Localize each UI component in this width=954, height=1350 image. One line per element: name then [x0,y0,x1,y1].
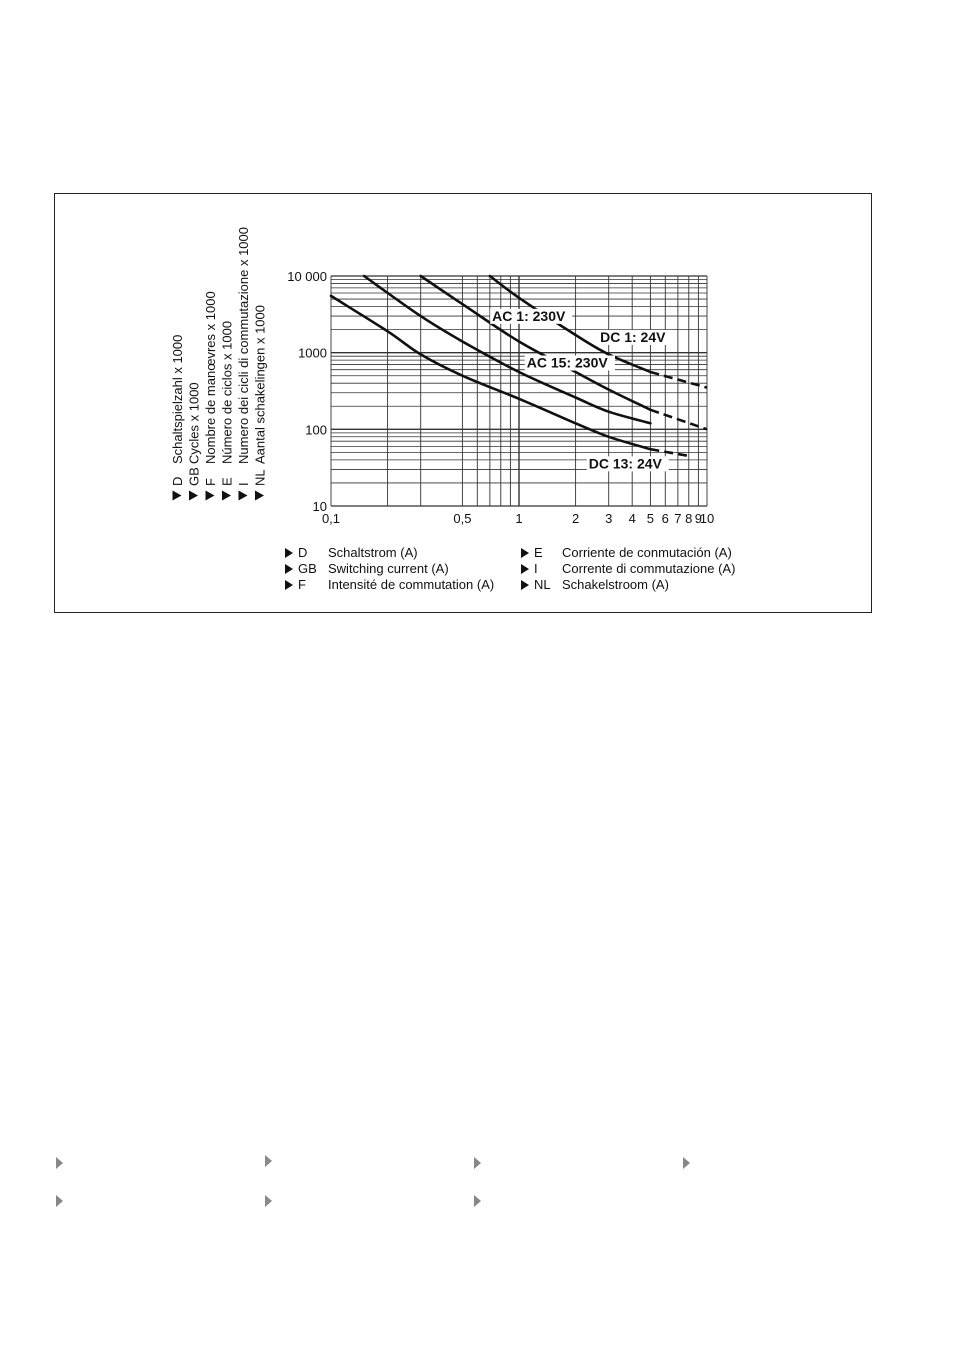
ylabel-code: GB [187,467,202,486]
series-label-bg [598,329,672,345]
chart-frame: 0,1 0,5 1 2 3 4 5 6 7 8 9 10 10 000 1000 100 10 DC 1: 2… [54,193,872,613]
arrow-right-icon [265,1195,272,1207]
xlabel-nl: NL Schakelstroom (A) [521,577,669,593]
xlabel-d-text: Schaltstrom (A) [328,545,418,560]
arrow-right-icon [683,1157,690,1169]
bullet-triangle-icon [222,490,231,501]
arrow-right-icon [474,1157,481,1169]
y-tick-label: 1000 [298,346,327,361]
xlabel-f-text: Intensité de commutation (A) [328,577,495,592]
x-tick-label: 1 [515,511,522,526]
bullet-triangle-icon [285,548,293,558]
series-label-dc-1-24v: DC 1: 24V [600,329,666,345]
series-label-ac-15-230v: AC 15: 230V [527,355,609,371]
x-tick-label: 7 [674,511,681,526]
bullet-triangle-icon [255,490,264,501]
xlabel-f-code: F [298,577,306,592]
series-line-dc-13-24v [329,294,652,451]
ylabel-code: E [220,477,235,486]
arrow-right-icon [56,1195,63,1207]
bullet-triangle-icon [521,548,529,558]
ylabel-text: Aantal schakelingen x 1000 [253,305,268,464]
xlabel-nl-code: NL [534,577,551,592]
xlabel-i: I Corrente di commutazione (A) [521,561,735,577]
ylabel-text: Schaltspielzahl x 1000 [170,335,185,464]
series-group: DC 1: 24V AC 1: 230V AC 15: 230V DC 13: 24V [329,274,708,472]
series-dash-dc-1-24v [650,370,708,389]
bullet-triangle-icon [205,490,215,501]
xlabel-e: E Corriente de conmutación (A) [521,545,732,561]
series-label-bg [490,308,573,324]
x-tick-label: 6 [662,511,669,526]
bullet-triangle-icon [521,564,529,574]
bullet-triangle-icon [172,490,182,501]
arrow-right-icon [56,1157,63,1169]
ylabel-code: F [203,478,218,486]
bullet-triangle-icon [238,490,248,501]
series-label-ac-1-230v: AC 1: 230V [492,308,566,324]
series-label-bg [524,355,615,371]
x-tick-label: 3 [605,511,612,526]
xlabel-gb-text: Switching current (A) [328,561,449,576]
ylabel-line: GB Cycles x 1000 [187,382,202,501]
ylabel-text: Cycles x 1000 [187,382,202,464]
ylabel-line: I Numero dei cicli di commutazione x 1000 [236,227,251,501]
ylabel-line: F Nombre de manœvres x 1000 [203,291,218,501]
xlabel-gb: GB Switching current (A) [285,561,449,577]
series-dash-dc-13-24v [650,447,690,458]
x-tick-label: 5 [647,511,654,526]
series-line-dc-1-24v [488,274,652,374]
arrow-right-icon [265,1155,272,1167]
bullet-triangle-icon [285,580,293,590]
x-tick-label: 0,1 [322,511,340,526]
x-tick-label: 2 [572,511,579,526]
grid [330,275,708,507]
y-tick-label: 10 [313,499,327,514]
ylabel-text: Número de ciclos x 1000 [220,321,235,464]
xlabel-f: F Intensité de commutation (A) [285,577,494,593]
bullet-triangle-icon [285,564,293,574]
ylabel-line: NL Aantal schakelingen x 1000 [253,305,268,501]
y-tick-label: 100 [305,422,327,437]
series-dash-ac-1-230v [649,408,708,431]
x-tick-label: 4 [629,511,636,526]
xlabel-e-text: Corriente de conmutación (A) [562,545,732,560]
ylabel-code: NL [253,469,268,486]
x-tick-label: 8 [685,511,692,526]
xlabel-d: D Schaltstrom (A) [285,545,418,561]
x-tick-label: 9 [695,511,702,526]
ylabel-code: D [170,477,185,486]
series-line-ac-15-230v [362,274,652,425]
xlabel-d-code: D [298,545,308,560]
xlabel-nl-text: Schakelstroom (A) [562,577,669,592]
xlabel-i-code: I [534,561,538,576]
arrow-right-icon [474,1195,481,1207]
ylabel-line: E Número de ciclos x 1000 [220,321,235,501]
x-tick-label: 10 [700,511,714,526]
x-tick-label: 0,5 [453,511,471,526]
y-tick-label: 10 000 [287,269,327,284]
xlabel-gb-code: GB [298,561,317,576]
series-label-dc-13-24v: DC 13: 24V [589,455,663,471]
ylabel-text: Nombre de manœvres x 1000 [203,291,218,464]
ylabel-line: D Schaltspielzahl x 1000 [170,335,185,501]
xlabel-i-text: Corrente di commutazione (A) [562,561,736,576]
ylabel-text: Numero dei cicli di commutazione x 1000 [236,227,251,464]
ylabel-code: I [236,482,251,486]
xlabel-e-code: E [534,545,543,560]
bullet-triangle-icon [189,490,198,501]
bullet-triangle-icon [521,580,529,590]
series-label-bg [586,456,669,472]
